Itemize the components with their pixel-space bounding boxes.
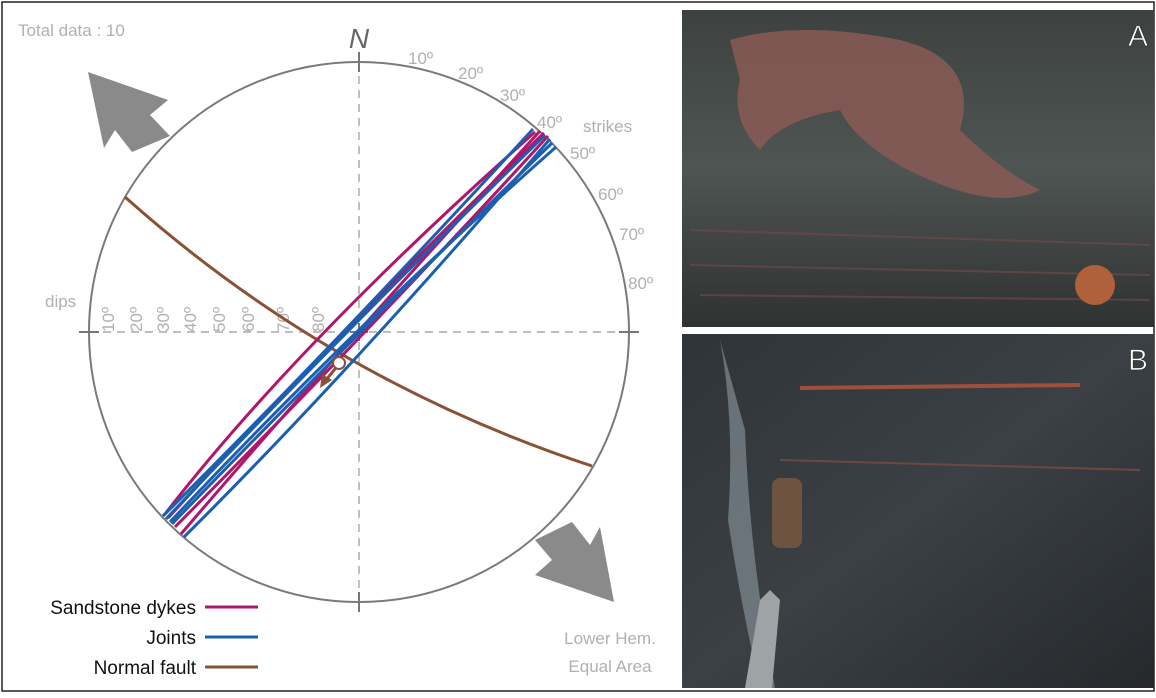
legend-label: Joints [146,628,196,649]
legend-label: Normal fault [94,658,197,679]
strike-tick: 70º [619,225,644,244]
slip-arrowhead [320,374,332,388]
stereonet: N 10º 20º 30º 40º 50º 60º 70º 80º strike… [45,23,653,612]
panel-label: B [1128,344,1148,377]
joint-plane [161,127,535,518]
legend-label: Sandstone dykes [50,598,196,619]
dip-tick: 40º [181,307,200,332]
extension-arrow-se [535,522,614,602]
dip-tick: 30º [154,307,173,332]
dips-label: dips [45,292,76,311]
strike-tick: 80º [628,274,653,293]
total-data: Total data : 10 [18,21,125,40]
north-label: N [349,23,370,54]
strike-tick: 20º [458,64,483,83]
strike-tick: 30º [500,86,525,105]
dip-tick: 50º [210,307,229,332]
great-circles [124,127,593,539]
photo-b: B [682,334,1154,688]
panel-label: A [1128,20,1148,53]
dyke-plane [163,130,536,515]
dip-tick: 80º [309,307,328,332]
joint-plane [170,141,554,526]
joint-plane [164,133,547,521]
dip-tick: 60º [239,307,258,332]
dyke-plane [173,134,550,529]
dip-tick: 10º [99,307,118,332]
joint-plane [182,138,552,539]
strike-tick: 50º [570,144,595,163]
strike-tick: 40º [537,113,562,132]
dip-tick: 20º [127,307,146,332]
extension-arrow-nw [88,72,170,152]
strikes-label: strikes [583,117,632,136]
photo-a: A [682,10,1154,327]
projection-label: Lower Hem. [564,629,656,648]
pole [332,356,346,370]
fault-plane [124,195,593,468]
strike-tick: 60º [598,185,623,204]
strike-tick: 10º [408,49,433,68]
projection-label: Equal Area [568,657,652,676]
